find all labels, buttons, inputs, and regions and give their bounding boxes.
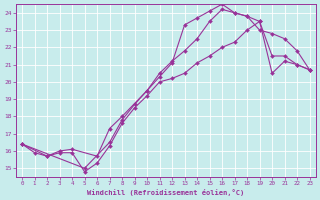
X-axis label: Windchill (Refroidissement éolien,°C): Windchill (Refroidissement éolien,°C): [87, 189, 244, 196]
